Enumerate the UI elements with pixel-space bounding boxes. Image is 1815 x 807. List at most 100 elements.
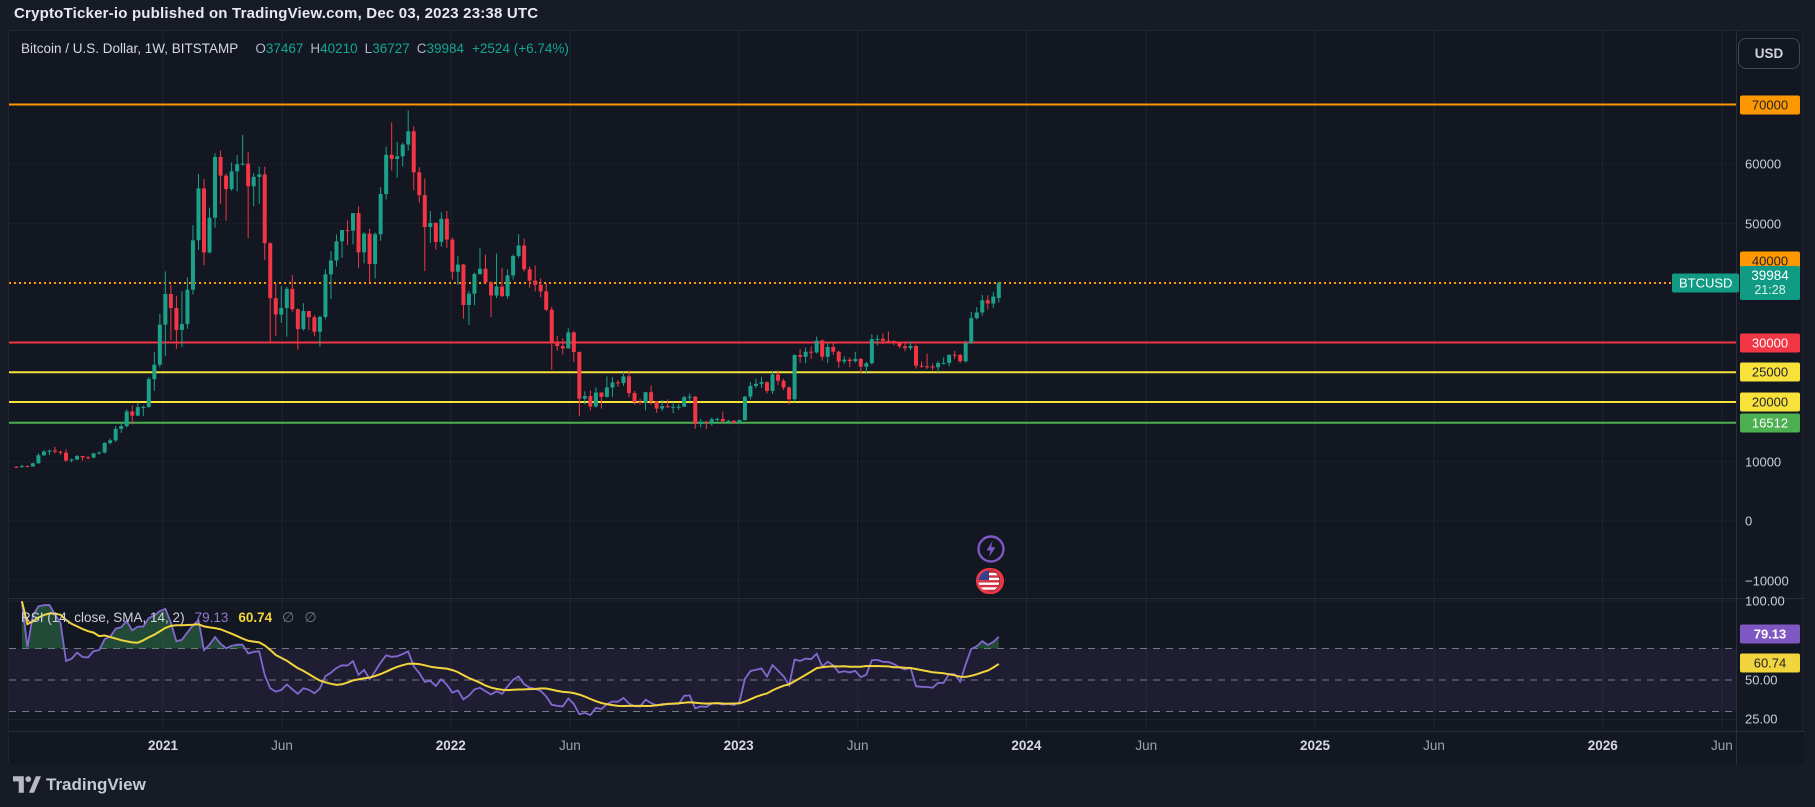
candle — [146, 379, 151, 407]
published-info-text: CryptoTicker-io published on TradingView… — [14, 5, 539, 22]
time-label-Jun: Jun — [558, 738, 581, 753]
price-scale-border — [1736, 31, 1737, 764]
us-flag-event-icon[interactable] — [975, 566, 1005, 596]
candle — [549, 309, 554, 342]
candle — [858, 358, 863, 367]
candle — [770, 374, 775, 391]
candle — [174, 307, 179, 331]
level-label-70000: 70000 — [1740, 95, 1800, 114]
candle — [621, 376, 626, 384]
candle — [400, 144, 405, 157]
candle — [638, 402, 643, 404]
candle — [803, 351, 808, 357]
candle — [251, 176, 256, 187]
candle — [102, 442, 107, 453]
currency-toggle-button[interactable]: USD — [1738, 38, 1800, 69]
candle — [996, 283, 1001, 299]
lightning-event-icon[interactable] — [976, 534, 1006, 564]
high-label: H — [310, 41, 321, 56]
candle — [301, 310, 306, 330]
candle — [378, 194, 383, 235]
candle — [919, 365, 924, 367]
axis-separator — [9, 731, 1804, 732]
candle — [295, 309, 300, 330]
symbol-legend[interactable]: Bitcoin / U.S. Dollar, 1W, BITSTAMP O3746… — [21, 41, 569, 56]
candle — [36, 455, 41, 464]
candle — [328, 260, 333, 275]
candle — [69, 459, 74, 461]
candle — [113, 428, 118, 441]
rsi-value: 79.13 — [194, 610, 229, 625]
candle — [599, 392, 604, 397]
last-price-label: 39984 21:28 — [1740, 266, 1800, 301]
candle — [257, 174, 262, 177]
price-tick-60000: 60000 — [1745, 156, 1782, 172]
level-label-25000: 25000 — [1740, 362, 1800, 382]
candle — [279, 307, 284, 315]
close-value: 39984 — [426, 41, 465, 56]
candle — [566, 332, 571, 349]
candle — [632, 393, 637, 402]
candle — [731, 420, 736, 423]
candle — [500, 286, 505, 297]
symbol-title: Bitcoin / U.S. Dollar, 1W, BITSTAMP — [21, 41, 239, 56]
rsi-ghost-icon[interactable]: ∅ — [282, 609, 295, 625]
bar-countdown: 21:28 — [1754, 283, 1786, 298]
rsi-pane-canvas[interactable] — [9, 599, 1736, 731]
candle — [886, 340, 891, 342]
candle — [654, 401, 659, 409]
candle — [676, 406, 681, 408]
candle — [687, 396, 692, 398]
price-tick-50000: 50000 — [1745, 216, 1782, 231]
price-pane-canvas[interactable] — [9, 31, 1736, 598]
candle — [555, 341, 560, 347]
candle — [560, 346, 565, 349]
candle — [649, 392, 654, 402]
rsi-line[interactable] — [21, 601, 1000, 717]
candle — [593, 392, 598, 407]
price-scale[interactable]: 60000 50000 10000 0 −10000 70000 40000 30000 250… — [1737, 31, 1804, 764]
candle — [764, 382, 769, 391]
candle — [908, 346, 913, 349]
candle — [411, 131, 416, 173]
rsi-tick-25: 25.00 — [1745, 711, 1778, 727]
tradingview-logo-icon[interactable] — [13, 776, 41, 793]
candle — [406, 131, 411, 145]
candle — [853, 358, 858, 362]
price-tick--10000: −10000 — [1745, 573, 1789, 588]
candle — [897, 343, 902, 347]
candle — [246, 163, 251, 187]
candle — [980, 300, 985, 313]
candle — [240, 163, 245, 165]
candle — [643, 392, 648, 404]
rsi-ghost-icon[interactable]: ∅ — [304, 609, 317, 625]
candle — [284, 288, 289, 308]
candle — [19, 466, 24, 468]
change-value: +2524 (+6.74%) — [472, 41, 569, 56]
candle — [952, 354, 957, 356]
candle — [450, 239, 455, 272]
time-axis[interactable]: 2021 Jun 2022 Jun 2023 Jun 2024 Jun 2025 Jun 2026 J… — [9, 731, 1804, 764]
rsi-legend[interactable]: RSI (14, close, SMA, 14, 2) 79.13 60.74 ∅ ∅ — [21, 609, 317, 626]
candle — [792, 354, 797, 400]
rsi-tick-100: 100.00 — [1745, 593, 1785, 609]
candle — [433, 222, 438, 242]
candle — [483, 268, 488, 283]
candle — [472, 274, 477, 294]
candle — [52, 450, 57, 452]
candle — [682, 397, 687, 407]
candle — [466, 293, 471, 306]
tradingview-brand-text[interactable]: TradingView — [46, 775, 146, 794]
rsi-ma-line[interactable] — [20, 601, 1000, 708]
pane-separator[interactable] — [9, 598, 1804, 599]
candle — [190, 240, 195, 290]
candle — [974, 312, 979, 319]
candle — [958, 354, 963, 362]
candle — [748, 385, 753, 397]
candle — [610, 382, 615, 388]
candle — [842, 359, 847, 362]
candle — [720, 418, 725, 422]
candle — [891, 341, 896, 344]
rsi-tick-50: 50.00 — [1745, 672, 1778, 688]
candle — [384, 154, 389, 195]
